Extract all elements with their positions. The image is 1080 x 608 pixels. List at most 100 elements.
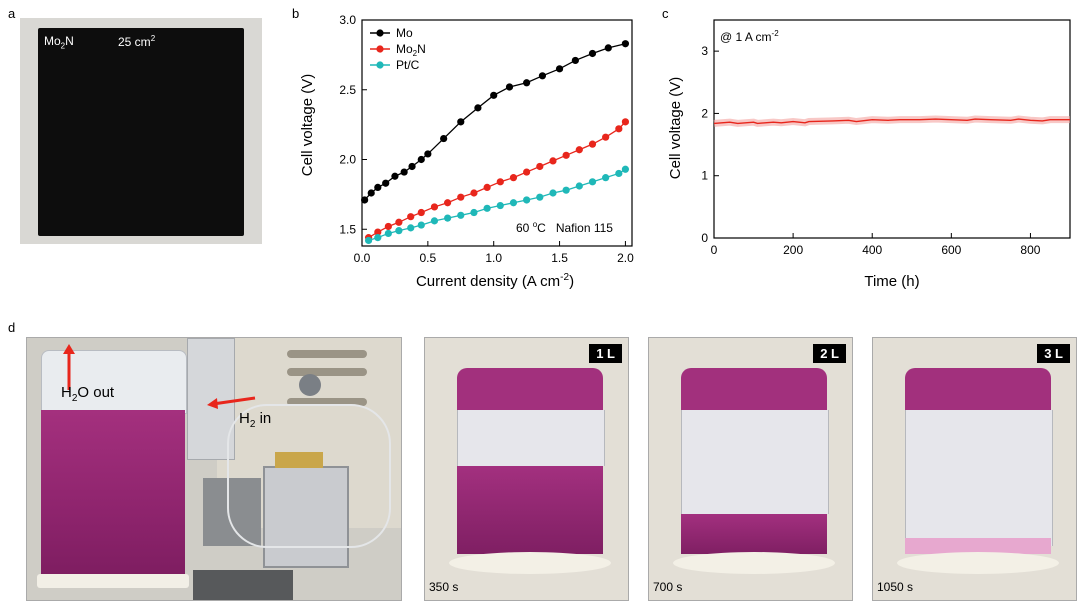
chart-b-data-point — [382, 179, 390, 187]
chart-b-data-point — [444, 214, 452, 222]
chart-b-data-point — [496, 201, 504, 210]
chart-b-data-point — [505, 83, 514, 91]
area-label: 25 cm2 — [118, 34, 156, 49]
chart-c-y-tick-label: 0 — [701, 231, 708, 245]
chart-b-data-point — [621, 40, 630, 48]
chart-b-data-point — [407, 213, 415, 221]
chart-b-data-point — [562, 151, 570, 159]
chart-b-data-point — [424, 150, 432, 158]
arrow-left-icon — [207, 396, 256, 409]
chart-b-x-tick-label: 0.5 — [420, 251, 437, 265]
h2o-out-label: H2O out — [61, 384, 115, 404]
legend-marker — [376, 29, 384, 37]
beaker-liquid — [681, 514, 827, 554]
beaker-base — [897, 552, 1059, 574]
chart-b-data-point — [374, 183, 382, 192]
volume-tag: 2 L — [813, 344, 846, 363]
volume-tag: 3 L — [1037, 344, 1070, 363]
beaker-base — [673, 552, 835, 574]
chart-b-data-point — [417, 208, 425, 217]
photo-frame-3l: 3 L 1050 s — [872, 337, 1077, 601]
photo-frame-2l: 2 L 700 s — [648, 337, 853, 601]
chart-c-x-tick-label: 200 — [783, 243, 803, 257]
chart-b-data-point — [407, 224, 415, 232]
legend-label: Mo — [396, 26, 413, 40]
chart-b-data-point — [374, 234, 382, 242]
chart-b-data-point — [444, 199, 452, 207]
chart-b-x-tick-label: 1.0 — [485, 251, 502, 265]
chart-b-y-tick-label: 3.0 — [339, 13, 356, 27]
beaker-liquid — [905, 538, 1051, 554]
elapsed-time: 1050 s — [877, 580, 914, 594]
photo-mo2n-electrode: Mo2N 25 cm2 — [20, 18, 262, 244]
photo-frame-1l: 1 L 350 s — [424, 337, 629, 601]
chart-b-data-point — [440, 134, 448, 143]
chart-c-y-tick-label: 1 — [701, 169, 708, 183]
chart-b-data-point — [549, 189, 557, 197]
chart-b-data-point — [384, 222, 392, 231]
chart-c-y-tick-label: 2 — [701, 106, 708, 120]
chart-b-y-tick-label: 2.0 — [339, 153, 356, 167]
bench-base — [193, 570, 293, 600]
chart-b-data-point — [523, 168, 531, 176]
volume-tag: 1 L — [589, 344, 622, 363]
chart-b-data-point — [395, 218, 403, 226]
chart-b-data-point — [430, 203, 439, 211]
beaker-base — [449, 552, 611, 574]
legend-label: Mo2N — [396, 42, 426, 58]
reservoir-lid — [41, 350, 187, 414]
chart-c-plot-frame — [713, 19, 1071, 239]
chart-b-data-point — [367, 189, 375, 197]
chart-b-data-point — [621, 118, 630, 126]
chart-b-data-point — [483, 204, 491, 212]
chart-b-data-point — [408, 162, 416, 171]
chart-b-x-tick-label: 0.0 — [354, 251, 371, 265]
chart-b-data-point — [457, 118, 465, 126]
beaker-top — [681, 368, 827, 410]
chart-b-data-point — [470, 208, 478, 217]
beaker-liquid — [457, 466, 603, 554]
pressure-gauge — [299, 374, 321, 396]
electrode-cloth — [38, 28, 244, 236]
chart-b-data-point — [602, 174, 610, 182]
beaker-body — [681, 410, 829, 514]
elapsed-time: 700 s — [653, 580, 683, 594]
tube — [227, 404, 391, 548]
chart-b-data-point — [549, 157, 557, 165]
chart-b-data-point — [588, 178, 597, 186]
chart-b-data-point — [496, 178, 504, 186]
chart-b-data-point — [575, 182, 583, 190]
legend-label: Pt/C — [396, 58, 420, 72]
chart-b-data-point — [555, 65, 564, 73]
chart-b-series-line — [368, 168, 626, 242]
chart-c-x-tick-label: 400 — [862, 243, 882, 257]
chart-b-data-point — [430, 217, 439, 225]
chart-b-plot-frame — [361, 19, 633, 247]
chart-b-data-point — [562, 186, 570, 194]
chart-b-data-point — [536, 193, 544, 201]
reservoir-base — [37, 574, 189, 588]
elapsed-time: 350 s — [429, 580, 459, 594]
chart-stability-test: 0 200 400 600 800 0 1 2 3 @ 1 A cm-2 Time (h) Ce… — [667, 19, 1071, 290]
electrolyzer-cell — [263, 466, 349, 568]
chart-b-data-point — [400, 168, 408, 176]
chart-b-annotation: 60 oC Nafion 115 — [516, 220, 613, 235]
chart-b-data-point — [509, 174, 518, 182]
chart-c-x-tick-label: 800 — [1020, 243, 1040, 257]
h2-in-label: H2 in — [239, 410, 272, 430]
panel-letter-a: a — [8, 6, 16, 21]
beaker-body — [457, 410, 605, 466]
chart-b-data-point — [470, 189, 478, 197]
chart-b-ylabel: Cell voltage (V) — [299, 74, 316, 177]
chart-b-data-point — [523, 196, 531, 204]
photo-electrolyzer-setup: H2O out H2 in — [26, 337, 402, 601]
reservoir-liquid — [41, 410, 185, 580]
chart-b-data-point — [417, 221, 425, 229]
chart-b-series-line — [368, 121, 626, 239]
chart-b-data-point — [588, 49, 597, 58]
chart-b-data-point — [523, 79, 531, 87]
chart-b-data-point — [615, 125, 623, 133]
chart-c-annotation: @ 1 A cm-2 — [720, 29, 779, 44]
panel-letter-c: c — [662, 6, 669, 21]
chart-b-data-point — [575, 146, 583, 154]
